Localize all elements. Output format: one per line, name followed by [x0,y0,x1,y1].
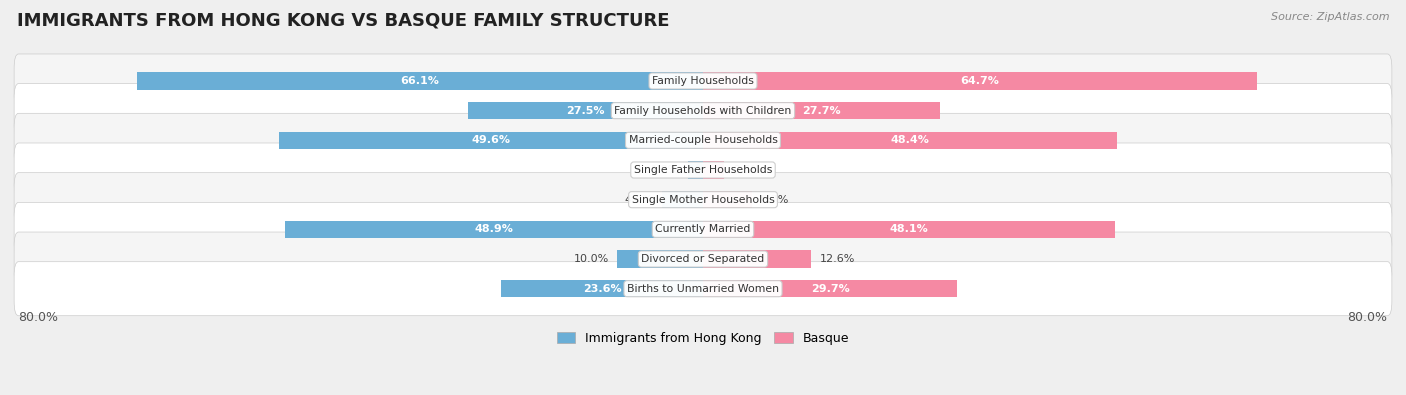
Bar [501,280,703,297]
FancyBboxPatch shape [14,143,1392,197]
Bar [703,280,957,297]
Text: 80.0%: 80.0% [1347,311,1388,324]
Text: 12.6%: 12.6% [820,254,855,264]
Bar [703,72,1257,90]
Text: Births to Unmarried Women: Births to Unmarried Women [627,284,779,294]
Bar [703,250,811,268]
Text: 49.6%: 49.6% [471,135,510,145]
Bar [688,162,703,179]
Bar [617,250,703,268]
Text: 29.7%: 29.7% [811,284,849,294]
Text: Married-couple Households: Married-couple Households [628,135,778,145]
Text: 80.0%: 80.0% [18,311,59,324]
Text: 1.8%: 1.8% [651,165,679,175]
Bar [703,221,1115,238]
FancyBboxPatch shape [14,262,1392,316]
Bar [662,191,703,208]
Bar [703,162,724,179]
Bar [703,132,1118,149]
FancyBboxPatch shape [14,173,1392,227]
Text: 2.5%: 2.5% [733,165,761,175]
FancyBboxPatch shape [14,84,1392,137]
Text: 5.7%: 5.7% [761,195,789,205]
Text: 23.6%: 23.6% [582,284,621,294]
Text: Single Mother Households: Single Mother Households [631,195,775,205]
Text: 4.8%: 4.8% [624,195,654,205]
Text: Source: ZipAtlas.com: Source: ZipAtlas.com [1271,12,1389,22]
Text: Single Father Households: Single Father Households [634,165,772,175]
FancyBboxPatch shape [14,54,1392,108]
Text: 48.4%: 48.4% [890,135,929,145]
Bar [138,72,703,90]
Text: 27.5%: 27.5% [567,105,605,116]
Bar [703,191,752,208]
Text: 10.0%: 10.0% [574,254,609,264]
FancyBboxPatch shape [14,202,1392,256]
Text: Family Households with Children: Family Households with Children [614,105,792,116]
Text: 48.1%: 48.1% [890,224,928,234]
Text: 66.1%: 66.1% [401,76,440,86]
FancyBboxPatch shape [14,232,1392,286]
Text: Divorced or Separated: Divorced or Separated [641,254,765,264]
Text: 64.7%: 64.7% [960,76,1000,86]
Text: 27.7%: 27.7% [803,105,841,116]
Bar [278,132,703,149]
Bar [468,102,703,119]
Text: Family Households: Family Households [652,76,754,86]
Legend: Immigrants from Hong Kong, Basque: Immigrants from Hong Kong, Basque [551,327,855,350]
Text: 48.9%: 48.9% [474,224,513,234]
Bar [284,221,703,238]
Bar [703,102,941,119]
FancyBboxPatch shape [14,113,1392,167]
Text: IMMIGRANTS FROM HONG KONG VS BASQUE FAMILY STRUCTURE: IMMIGRANTS FROM HONG KONG VS BASQUE FAMI… [17,12,669,30]
Text: Currently Married: Currently Married [655,224,751,234]
